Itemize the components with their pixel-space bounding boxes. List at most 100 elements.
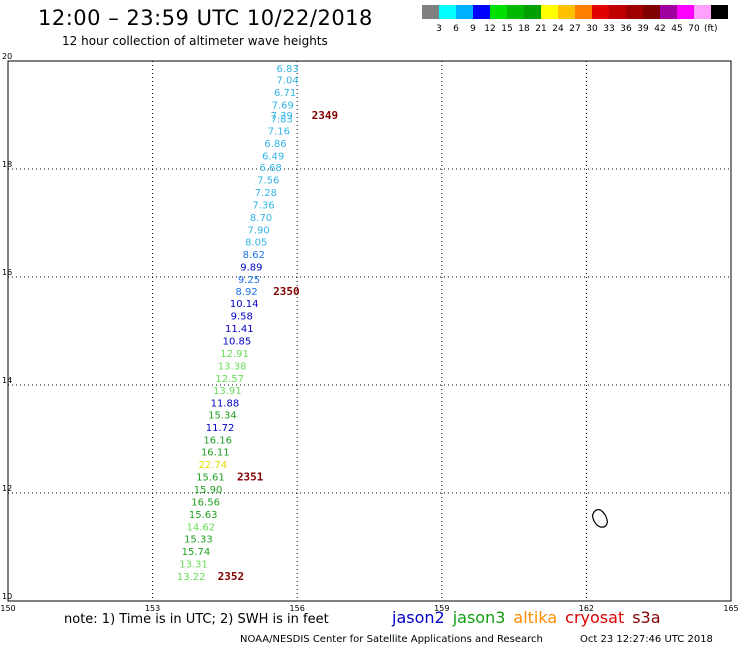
scale-label: 24 <box>552 24 564 34</box>
wave-height-label: 7.69 <box>272 101 294 112</box>
scale-swatch <box>541 5 558 19</box>
scale-label: 33 <box>603 24 615 34</box>
time-label: 2349 <box>312 109 339 122</box>
x-tick-label: 162 <box>579 604 594 613</box>
legend-cryosat: cryosat <box>565 608 625 627</box>
wave-height-label: 14.62 <box>186 522 215 533</box>
wave-height-label: 15.34 <box>208 410 237 421</box>
wave-height-label: 7.56 <box>257 176 279 187</box>
y-tick-label: 18 <box>2 160 12 169</box>
x-tick-label: 159 <box>434 604 449 613</box>
wave-height-label: 13.91 <box>213 386 242 397</box>
wave-height-label: 7.16 <box>268 126 290 137</box>
chart-title: 12:00 – 23:59 UTC 10/22/2018 <box>38 6 373 30</box>
wave-height-label: 11.88 <box>211 399 240 410</box>
wave-height-label: 7.90 <box>248 225 270 236</box>
time-label: 2352 <box>218 570 245 583</box>
wave-height-label: 15.61 <box>196 473 225 484</box>
wave-height-label: 15.74 <box>182 547 211 558</box>
island-outline <box>591 509 609 528</box>
scale-unit: (ft) <box>704 24 718 34</box>
wave-height-label: 8.62 <box>243 250 265 261</box>
scale-swatch <box>524 5 541 19</box>
legend-jason2: jason2 <box>392 608 445 627</box>
scale-swatch <box>507 5 524 19</box>
wave-height-label: 15.90 <box>194 485 223 496</box>
chart-subtitle: 12 hour collection of altimeter wave hei… <box>62 34 328 48</box>
y-tick-label: 20 <box>2 52 12 61</box>
y-tick-label: 14 <box>2 376 12 385</box>
scale-label: 3 <box>436 24 442 34</box>
wave-height-label: 12.57 <box>215 374 244 385</box>
scale-label: 36 <box>620 24 632 34</box>
time-label: 2350 <box>273 285 300 298</box>
scale-swatch <box>694 5 711 19</box>
scale-swatch <box>660 5 677 19</box>
wave-height-label: 6.49 <box>262 151 284 162</box>
y-tick-label: 16 <box>2 268 12 277</box>
plot-frame <box>7 60 732 602</box>
scale-swatch <box>558 5 575 19</box>
generation-timestamp: Oct 23 12:27:46 UTC 2018 <box>580 634 713 645</box>
scale-label: 21 <box>535 24 547 34</box>
scale-label: 30 <box>586 24 598 34</box>
wave-height-label: 6.68 <box>260 163 282 174</box>
wave-height-label: 11.72 <box>206 423 235 434</box>
scale-swatch <box>422 5 439 19</box>
wave-height-label: 7.04 <box>276 76 298 87</box>
wave-height-label: 7.36 <box>252 200 274 211</box>
scale-swatch <box>609 5 626 19</box>
scale-label: 9 <box>470 24 476 34</box>
time-label: 2351 <box>237 471 264 484</box>
scale-swatch <box>626 5 643 19</box>
wave-height-label: 8.05 <box>245 238 267 249</box>
scale-label: 27 <box>569 24 581 34</box>
scale-label: 15 <box>501 24 513 34</box>
scale-swatch <box>643 5 660 19</box>
legend-s3a: s3a <box>632 608 661 627</box>
y-tick-label: 10 <box>2 592 12 601</box>
wave-height-label: 7.28 <box>255 188 277 199</box>
scale-swatch <box>677 5 694 19</box>
scale-label: 6 <box>453 24 459 34</box>
wave-height-label: 6.71 <box>274 88 296 99</box>
x-tick-label: 165 <box>723 604 738 613</box>
wave-height-label: 8.70 <box>250 213 272 224</box>
wave-height-label: 7.83 <box>271 115 293 126</box>
wave-height-label: 11.41 <box>225 324 254 335</box>
wave-height-label: 6.86 <box>264 139 286 150</box>
scale-label: 45 <box>671 24 683 34</box>
scale-swatch <box>592 5 609 19</box>
satellite-legend: jason2 jason3 altika cryosat s3a <box>392 608 669 627</box>
wave-height-label: 8.92 <box>235 287 257 298</box>
wave-height-label: 12.91 <box>220 349 249 360</box>
scale-label: 70 <box>688 24 700 34</box>
scale-swatch <box>456 5 473 19</box>
wave-height-label: 13.31 <box>179 560 208 571</box>
scale-swatch <box>575 5 592 19</box>
scale-label: 42 <box>654 24 666 34</box>
wave-height-label: 6.83 <box>276 64 298 75</box>
wave-height-label: 7.39 <box>271 111 293 122</box>
wave-height-label: 13.22 <box>177 572 206 583</box>
scale-label: 12 <box>484 24 496 34</box>
wave-height-label: 16.16 <box>203 435 232 446</box>
wave-height-label: 22.74 <box>199 460 228 471</box>
x-tick-label: 156 <box>290 604 305 613</box>
wave-height-label: 15.63 <box>189 510 218 521</box>
scale-swatch <box>711 5 728 19</box>
y-tick-label: 12 <box>2 484 12 493</box>
legend-jason3: jason3 <box>452 608 506 627</box>
legend-altika: altika <box>513 608 558 627</box>
x-tick-label: 150 <box>0 604 15 613</box>
wave-height-label: 15.33 <box>184 535 213 546</box>
scale-swatch <box>473 5 490 19</box>
wave-height-label: 16.11 <box>201 448 230 459</box>
wave-height-label: 10.85 <box>223 337 252 348</box>
scale-label: 18 <box>518 24 530 34</box>
wave-height-label: 9.58 <box>231 312 253 323</box>
scale-swatch <box>439 5 456 19</box>
footnote: note: 1) Time is in UTC; 2) SWH is in fe… <box>64 612 329 627</box>
wave-height-label: 9.25 <box>238 275 260 286</box>
